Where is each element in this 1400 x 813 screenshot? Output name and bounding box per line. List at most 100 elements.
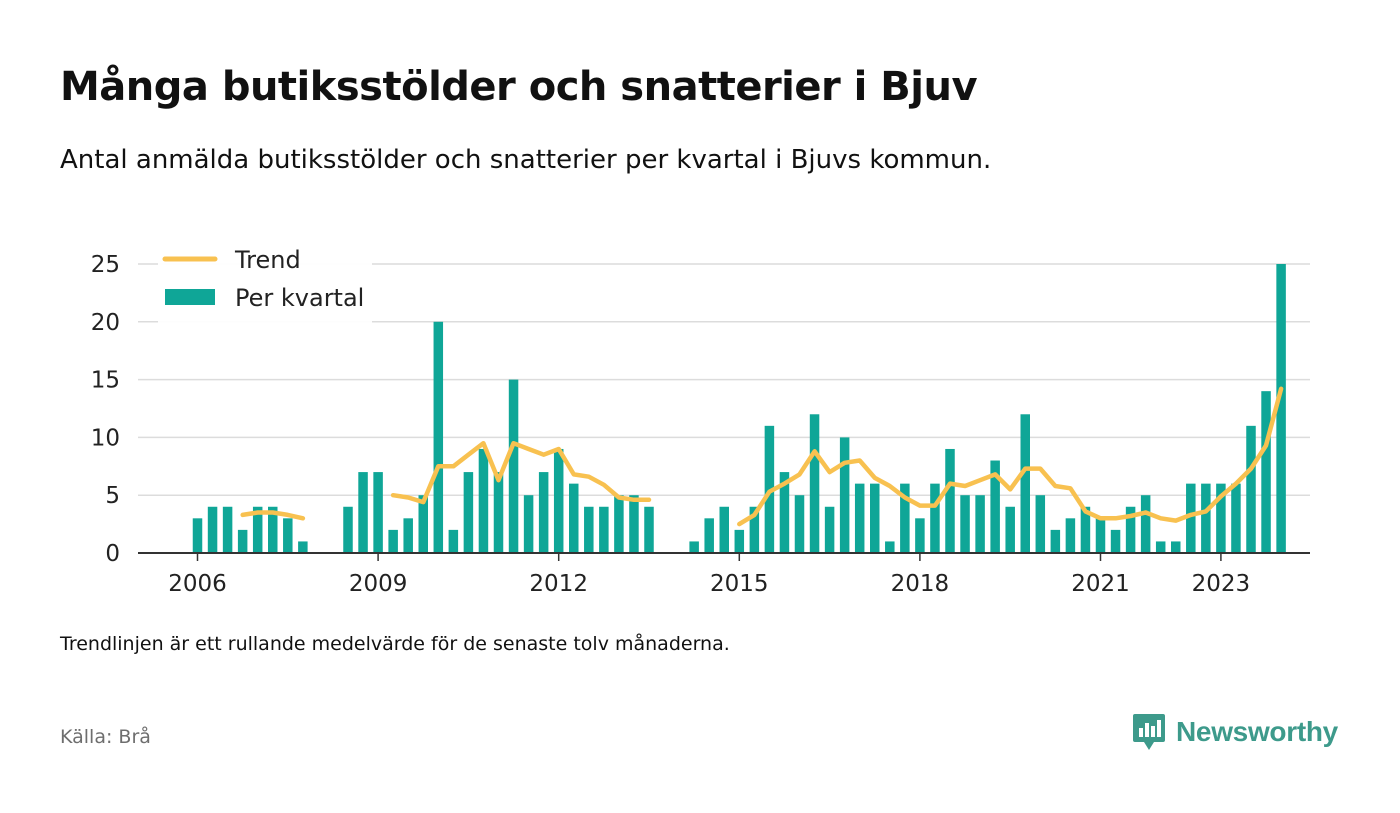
bar xyxy=(1095,518,1106,553)
bar xyxy=(870,483,880,553)
bar xyxy=(1005,506,1015,553)
bar xyxy=(1110,529,1121,553)
bar xyxy=(418,495,428,553)
y-tick-label: 0 xyxy=(105,541,120,567)
bar xyxy=(222,506,233,553)
bar xyxy=(719,506,729,553)
x-tick-label: 2015 xyxy=(710,571,769,597)
legend-background xyxy=(158,238,372,324)
footnote: Trendlinjen är ett rullande medelvärde f… xyxy=(60,633,730,655)
newsworthy-logo-icon xyxy=(1133,714,1165,750)
bar xyxy=(779,472,790,553)
bar xyxy=(915,518,925,553)
bar xyxy=(809,414,820,553)
y-tick-label: 25 xyxy=(91,252,120,278)
bar xyxy=(553,448,564,553)
bar xyxy=(1065,518,1076,553)
y-axis-ticks: 0 5 10 15 20 25 xyxy=(91,252,120,567)
source-label: Källa: Brå xyxy=(60,726,151,748)
bar xyxy=(1276,264,1286,553)
bar xyxy=(945,448,955,553)
bar xyxy=(599,506,609,553)
bar xyxy=(1216,483,1226,553)
bar xyxy=(644,506,654,553)
bar xyxy=(614,495,624,553)
bar xyxy=(975,495,985,553)
bar xyxy=(1246,425,1256,553)
bar xyxy=(1261,391,1271,553)
bar xyxy=(388,529,398,553)
bar xyxy=(478,448,489,553)
bar xyxy=(839,437,850,553)
bar xyxy=(1140,495,1151,553)
bar xyxy=(900,483,910,553)
bar xyxy=(1125,506,1136,553)
bar xyxy=(1201,483,1211,553)
bar xyxy=(1231,483,1241,553)
bar xyxy=(629,495,639,553)
bar xyxy=(960,495,970,553)
trend-line xyxy=(390,440,652,505)
trend-line xyxy=(240,510,306,521)
bar xyxy=(1080,506,1091,553)
bar xyxy=(373,472,383,553)
bar xyxy=(283,518,293,553)
x-tick-label: 2006 xyxy=(168,571,227,597)
bar xyxy=(237,529,248,553)
bar xyxy=(1155,541,1166,553)
bar xyxy=(584,506,594,553)
bar xyxy=(885,541,895,553)
bar xyxy=(433,321,444,553)
bar xyxy=(794,495,805,553)
x-tick-label: 2023 xyxy=(1192,571,1251,597)
bar xyxy=(358,472,368,553)
bar xyxy=(824,506,835,553)
y-tick-label: 5 xyxy=(105,483,120,509)
bar xyxy=(1171,541,1181,553)
bar xyxy=(854,483,865,553)
bar xyxy=(1035,495,1046,553)
y-tick-label: 20 xyxy=(91,310,120,336)
x-tick-label: 2012 xyxy=(529,571,588,597)
trend-line xyxy=(737,386,1284,527)
bar xyxy=(207,506,218,553)
bar xyxy=(493,472,504,553)
x-tick-label: 2009 xyxy=(349,571,408,597)
chart-title: Många butiksstölder och snatterier i Bju… xyxy=(60,64,978,110)
bar xyxy=(463,472,474,553)
x-axis: 2006 2009 2012 2015 2018 2021 2023 xyxy=(138,552,1310,597)
bar xyxy=(403,518,413,553)
bar xyxy=(1186,483,1196,553)
bar xyxy=(1020,414,1030,553)
bar xyxy=(1050,529,1061,553)
bar xyxy=(298,541,308,553)
y-tick-label: 15 xyxy=(91,368,120,394)
bar xyxy=(689,541,699,553)
bar xyxy=(734,529,745,553)
bar xyxy=(990,460,1000,553)
legend-bar-label: Per kvartal xyxy=(235,284,364,312)
bar xyxy=(930,483,940,553)
legend: Trend Per kvartal xyxy=(158,238,372,324)
chart-subtitle: Antal anmälda butiksstölder och snatteri… xyxy=(60,145,992,175)
bar xyxy=(448,529,459,553)
bar xyxy=(749,506,760,553)
bar xyxy=(252,506,263,553)
legend-trend-label: Trend xyxy=(234,246,301,274)
bar xyxy=(538,472,549,553)
bar-series xyxy=(192,264,1286,553)
bar xyxy=(343,506,353,553)
legend-bar-swatch xyxy=(165,289,215,305)
brand-name: Newsworthy xyxy=(1176,716,1338,747)
x-tick-label: 2018 xyxy=(891,571,950,597)
trend-series xyxy=(240,386,1284,527)
bar xyxy=(192,518,203,553)
bar xyxy=(523,495,534,553)
bar xyxy=(569,483,579,553)
brand-logo[interactable]: Newsworthy xyxy=(1132,712,1338,752)
bar xyxy=(704,518,714,553)
x-tick-label: 2021 xyxy=(1071,571,1130,597)
y-tick-label: 10 xyxy=(91,425,120,451)
bar xyxy=(508,379,519,553)
